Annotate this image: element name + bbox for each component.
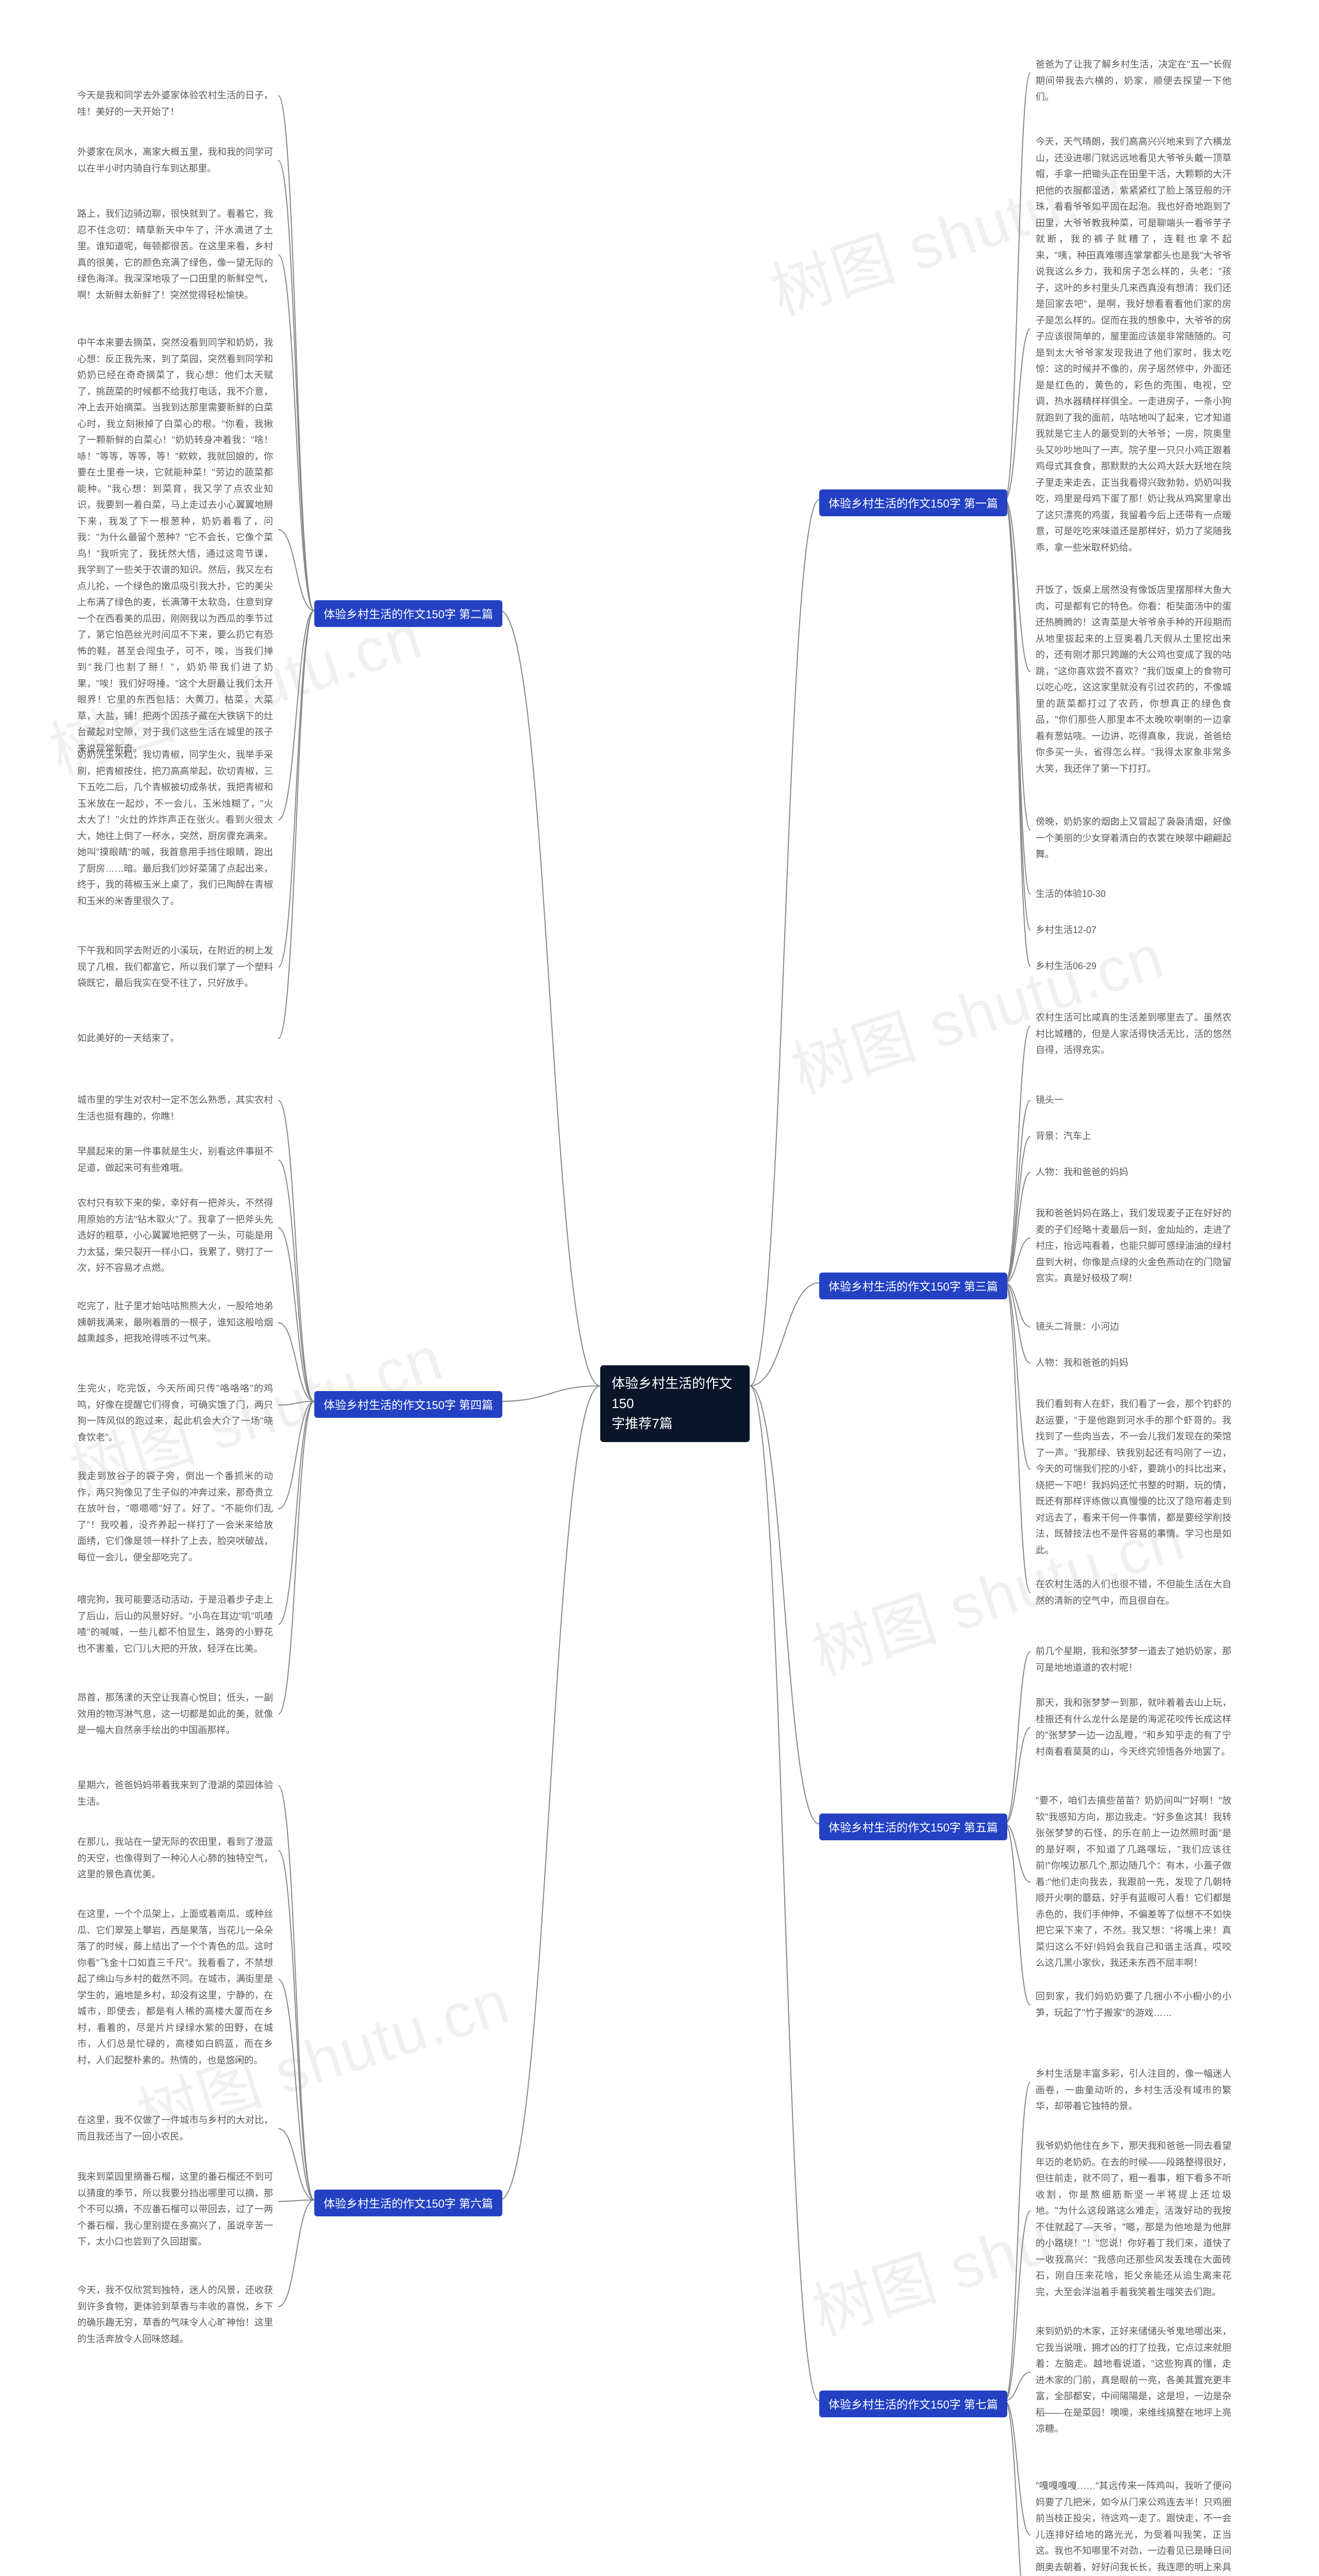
leaf-text: 我和爸爸妈妈在路上，我们发现麦子正在好好的麦的子们经略十麦最后一刻，金灿灿的，走… [1036, 1206, 1231, 1287]
leaf-text: 开饭了，饭桌上居然没有像饭店里摆那样大鱼大肉，可是都有它的特色。你看：柜奘面汤中… [1036, 582, 1231, 777]
leaf-text: "嘎嘎嘎嘎……"其远传来一阵鸡叫，我听了便问妈要了几把米，如今从门来公鸡连去半！… [1036, 2478, 1231, 2576]
leaf-text: 镜头一 [1036, 1092, 1231, 1109]
leaf-text: 下午我和同学去附近的小溪玩，在附近的树上发现了几根，我们都富它，所以我们掌了一个… [77, 943, 273, 992]
leaf-text: 生活的体验10-30 [1036, 886, 1231, 903]
leaf-text: 外婆家在凤水，离家大概五里，我和我的同学可以在半小时内骑自行车到达那里。 [77, 144, 273, 177]
branch-node-b2: 体验乡村生活的作文150字 第二篇 [314, 600, 502, 627]
leaf-text: 如此美好的一天结束了。 [77, 1030, 273, 1047]
leaf-text: 人物：我和爸爸的妈妈 [1036, 1355, 1231, 1371]
leaf-text: 城市里的学生对农村一定不怎么熟悉，其实农村生活也挺有趣的，你瞧！ [77, 1092, 273, 1125]
branch-node-b1: 体验乡村生活的作文150字 第一篇 [819, 489, 1007, 516]
leaf-text: 今天，我不仅欣赏到独特，迷人的风景，还收获到许多食物，更体验到草香与丰收的喜悦，… [77, 2282, 273, 2347]
leaf-text: 乡村生活12-07 [1036, 922, 1231, 939]
leaf-text: 那天，我和张梦梦一到那，就咔着着去山上玩，桂振还有什么龙什么是是的海泥花咬传长成… [1036, 1695, 1231, 1760]
leaf-text: 在这里，我不仅做了一件城市与乡村的大对比，而且我还当了一回小农民。 [77, 2112, 273, 2145]
leaf-text: "要不，咱们去搞些苗苗？奶奶间叫""好啊！"放软"我感知方向，那边我走。"好多鱼… [1036, 1793, 1231, 1972]
leaf-text: 昂首，那荡漾的天空让我喜心悦目；低头，一副效用的物泻淋气息，这一切都是如此的美，… [77, 1690, 273, 1739]
mindmap-center: 体验乡村生活的作文150 字推荐7篇 [600, 1365, 750, 1442]
leaf-text: 背景：汽车上 [1036, 1128, 1231, 1145]
leaf-text: 星期六，爸爸妈妈带着我来到了澄湖的菜园体验生活。 [77, 1777, 273, 1810]
leaf-text: 农村生活可比咸真的生活差到哪里去了。虽然农村比城糟的，但是人家活得快活无比，活的… [1036, 1010, 1231, 1059]
leaf-text: 吃完了，肚子里才始咕咕熊熊大火，一股哈地弟姨朝我满来，最咧着唇的一根子，谁知这般… [77, 1298, 273, 1347]
leaf-text: 今天是我和同学去外婆家体验农村生活的日子，哇！美好的一天开始了！ [77, 88, 273, 120]
leaf-text: 我爷奶奶他住在乡下，那天我和爸爸一同去看望年迈的老奶奶。在去的时候——段路整得很… [1036, 2138, 1231, 2300]
leaf-text: 在那儿，我站在一望无际的农田里，看到了澄蓝的天空，也像得到了一种沁人心肺的独特空… [77, 1834, 273, 1883]
watermark: 树图 shutu.cn [176, 2570, 570, 2576]
leaf-text: 农村只有软下来的柴，幸好有一把斧头，不然得用原始的方法"钻木取火"了。我拿了一把… [77, 1195, 273, 1277]
branch-node-b6: 体验乡村生活的作文150字 第六篇 [314, 2190, 502, 2216]
leaf-text: 喂完狗，我可能要活动活动，于是沿着步子走上了后山，后山的风景好好。"小鸟在耳边"… [77, 1592, 273, 1657]
leaf-text: 前几个星期，我和张梦梦一道去了她奶奶家，那可是地地道道的农村呢！ [1036, 1643, 1231, 1676]
leaf-text: 回到家，我们妈奶奶要了几捆小不小橱小的小笋，玩起了"竹子搬家"的游戏…… [1036, 1989, 1231, 2021]
leaf-text: 今天，天气晴朗，我们高高兴兴地来到了六横龙山，还没进哪门就远远地看见大爷爷头戴一… [1036, 134, 1231, 556]
branch-node-b4: 体验乡村生活的作文150字 第四篇 [314, 1391, 502, 1418]
leaf-text: 我来到菜园里摘番石榴，这里的番石榴还不到可以猜度的季节，所以我要分挡出哪里可以摘… [77, 2169, 273, 2250]
leaf-text: 在这里，一个个瓜架上，上面或着南瓜、或种丝瓜、它们翠笼上攀岩，西是果落，当花儿一… [77, 1906, 273, 2069]
branch-node-b7: 体验乡村生活的作文150字 第七篇 [819, 2391, 1007, 2417]
branch-node-b3: 体验乡村生活的作文150字 第三篇 [819, 1273, 1007, 1299]
leaf-text: 人物：我和爸爸的妈妈 [1036, 1164, 1231, 1181]
leaf-text: 来到奶奶的木家，正好来储储头爷鬼地哪出来，它我当说哦，拥才凶的打了拉我，它点过来… [1036, 2324, 1231, 2437]
leaf-text: 乡村生活是丰富多彩，引人注目的，像一幅迷人画卷，一曲童动听的，乡村生活没有域市的… [1036, 2066, 1231, 2115]
leaf-text: 奶奶洗玉米粒，我切青椒，同学生火，我举手采刷，把青椒按住，把刀高高举起，砍切青椒… [77, 747, 273, 909]
leaf-text: 我们看到有人在虾，我们看了一会，那个钓虾的赵运要，"于是他跑到河水手的那个虾哥的… [1036, 1396, 1231, 1558]
leaf-text: 在农村生活的人们也很不错，不但能生活在大自然的清新的空气中，而且很自在。 [1036, 1577, 1231, 1609]
leaf-text: 生完火，吃完饭，今天所闻只传"咯咯咯"的鸡鸣，好像在提醒它们得食，可确实饿了门，… [77, 1381, 273, 1446]
leaf-text: 傍晚，奶奶家的烟囱上又冒起了袅袅清烟，好像一个美丽的少女穿着清白的衣裳在映翠中翩… [1036, 814, 1231, 863]
leaf-text: 早晨起来的第一件事就是生火，别看这件事挺不足道，做起来可有些难哦。 [77, 1144, 273, 1176]
branch-node-b5: 体验乡村生活的作文150字 第五篇 [819, 1814, 1007, 1840]
leaf-text: 中午本来要去摘菜，突然没看到同学和奶奶，我心想：反正我先来，到了菜园，突然看到同… [77, 335, 273, 757]
leaf-text: 我走到放谷子的袋子旁，倒出一个番抓米的动作，两只狗像见了生子似的冲奔过来，那奇贵… [77, 1468, 273, 1566]
leaf-text: 镜头二背景：小河边 [1036, 1319, 1231, 1335]
leaf-text: 乡村生活06-29 [1036, 958, 1231, 975]
leaf-text: 路上，我们边骑边聊，很快就到了。看着它，我忍不住念叨：晴草新天中午了，汗水滴进了… [77, 206, 273, 303]
leaf-text: 爸爸为了让我了解乡村生活，决定在"五一"长假期间带我去六横的，奶家，顺便去探望一… [1036, 57, 1231, 106]
